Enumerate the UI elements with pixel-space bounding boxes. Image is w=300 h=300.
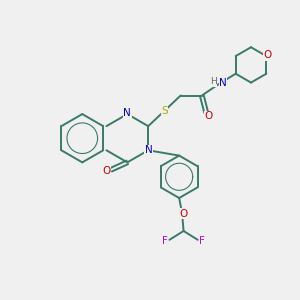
Text: S: S	[161, 106, 168, 116]
Text: N: N	[145, 145, 153, 155]
Text: N: N	[219, 78, 227, 88]
Text: F: F	[162, 236, 168, 246]
Text: N: N	[124, 109, 131, 118]
Text: O: O	[205, 111, 213, 121]
Text: O: O	[264, 50, 272, 61]
Text: H: H	[210, 77, 217, 86]
Text: F: F	[199, 236, 205, 246]
Text: O: O	[179, 209, 188, 219]
Text: O: O	[103, 166, 111, 176]
